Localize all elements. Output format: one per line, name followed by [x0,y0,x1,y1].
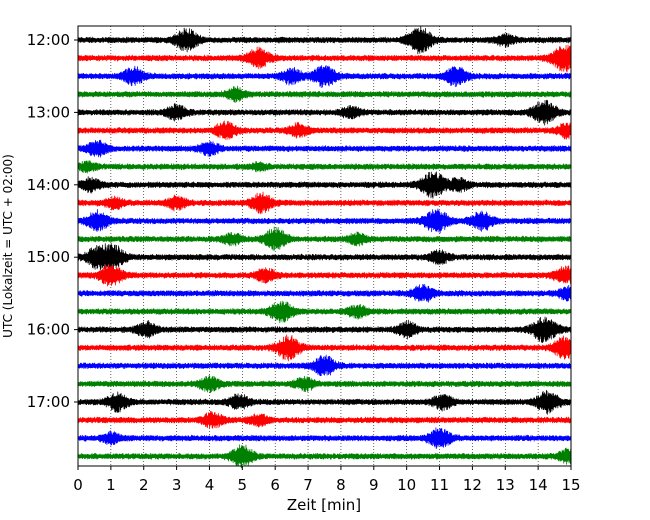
x-tick-label: 15 [561,476,580,494]
seismic-trace-1530 [77,283,572,303]
seismic-trace-1230 [77,65,572,88]
seismic-trace-1630 [77,354,572,377]
seismic-trace-1300 [77,99,572,126]
seismic-trace-1515 [77,263,572,287]
seismic-trace-1315 [77,120,572,141]
y-tick-label: 17:00 [27,393,70,411]
y-tick-label: 12:00 [27,31,70,49]
y-tick-label: 15:00 [27,248,70,266]
seismic-trace-1615 [77,334,572,362]
seismic-trace-1430 [77,208,572,234]
x-tick-label: 4 [205,476,215,494]
x-tick-label: 5 [238,476,248,494]
seismic-trace-1730 [77,427,572,450]
seismic-trace-1600 [77,316,572,344]
seismic-trace-1415 [77,191,572,215]
seismic-trace-1645 [77,374,572,394]
x-axis-ticks: 0 1 2 3 4 5 6 7 8 9 10 11 12 13 14 15 [73,466,581,494]
seismic-trace-1745 [77,444,572,469]
x-tick-label: 0 [73,476,83,494]
x-tick-label: 6 [270,476,280,494]
y-axis-ticks: 12:00 13:00 14:00 15:00 16:00 17:00 [27,31,78,411]
seismic-trace-1500 [77,242,572,272]
y-tick-label: 13:00 [27,103,70,121]
x-tick-label: 2 [139,476,149,494]
y-tick-label: 14:00 [27,176,70,194]
x-tick-label: 10 [397,476,416,494]
seismic-trace-1700 [77,389,572,415]
x-tick-label: 3 [172,476,182,494]
plot-frame [77,25,572,467]
seismic-trace-1545 [77,300,572,324]
x-tick-label: 14 [529,476,548,494]
seismic-trace-1400 [77,171,572,199]
seismic-trace-1245 [77,85,572,104]
x-tick-label: 12 [463,476,482,494]
y-axis-label: UTC (Lokalzeit = UTC + 02:00) [1,154,15,338]
x-tick-label: 13 [496,476,515,494]
seismic-trace-1200 [77,26,572,55]
seismic-trace-1345 [77,160,572,174]
x-tick-label: 7 [303,476,313,494]
seismic-trace-1715 [77,410,572,429]
x-tick-label: 9 [369,476,379,494]
x-tick-label: 8 [336,476,346,494]
y-tick-label: 16:00 [27,321,70,339]
seismic-trace-1215 [77,44,572,73]
seismic-trace-1330 [77,139,572,158]
x-axis-label: Zeit [min] [287,496,361,514]
seismic-trace-1445 [77,226,572,251]
x-tick-label: 1 [106,476,116,494]
x-tick-label: 11 [430,476,449,494]
grid-lines [110,26,539,466]
trace-group [77,26,572,469]
